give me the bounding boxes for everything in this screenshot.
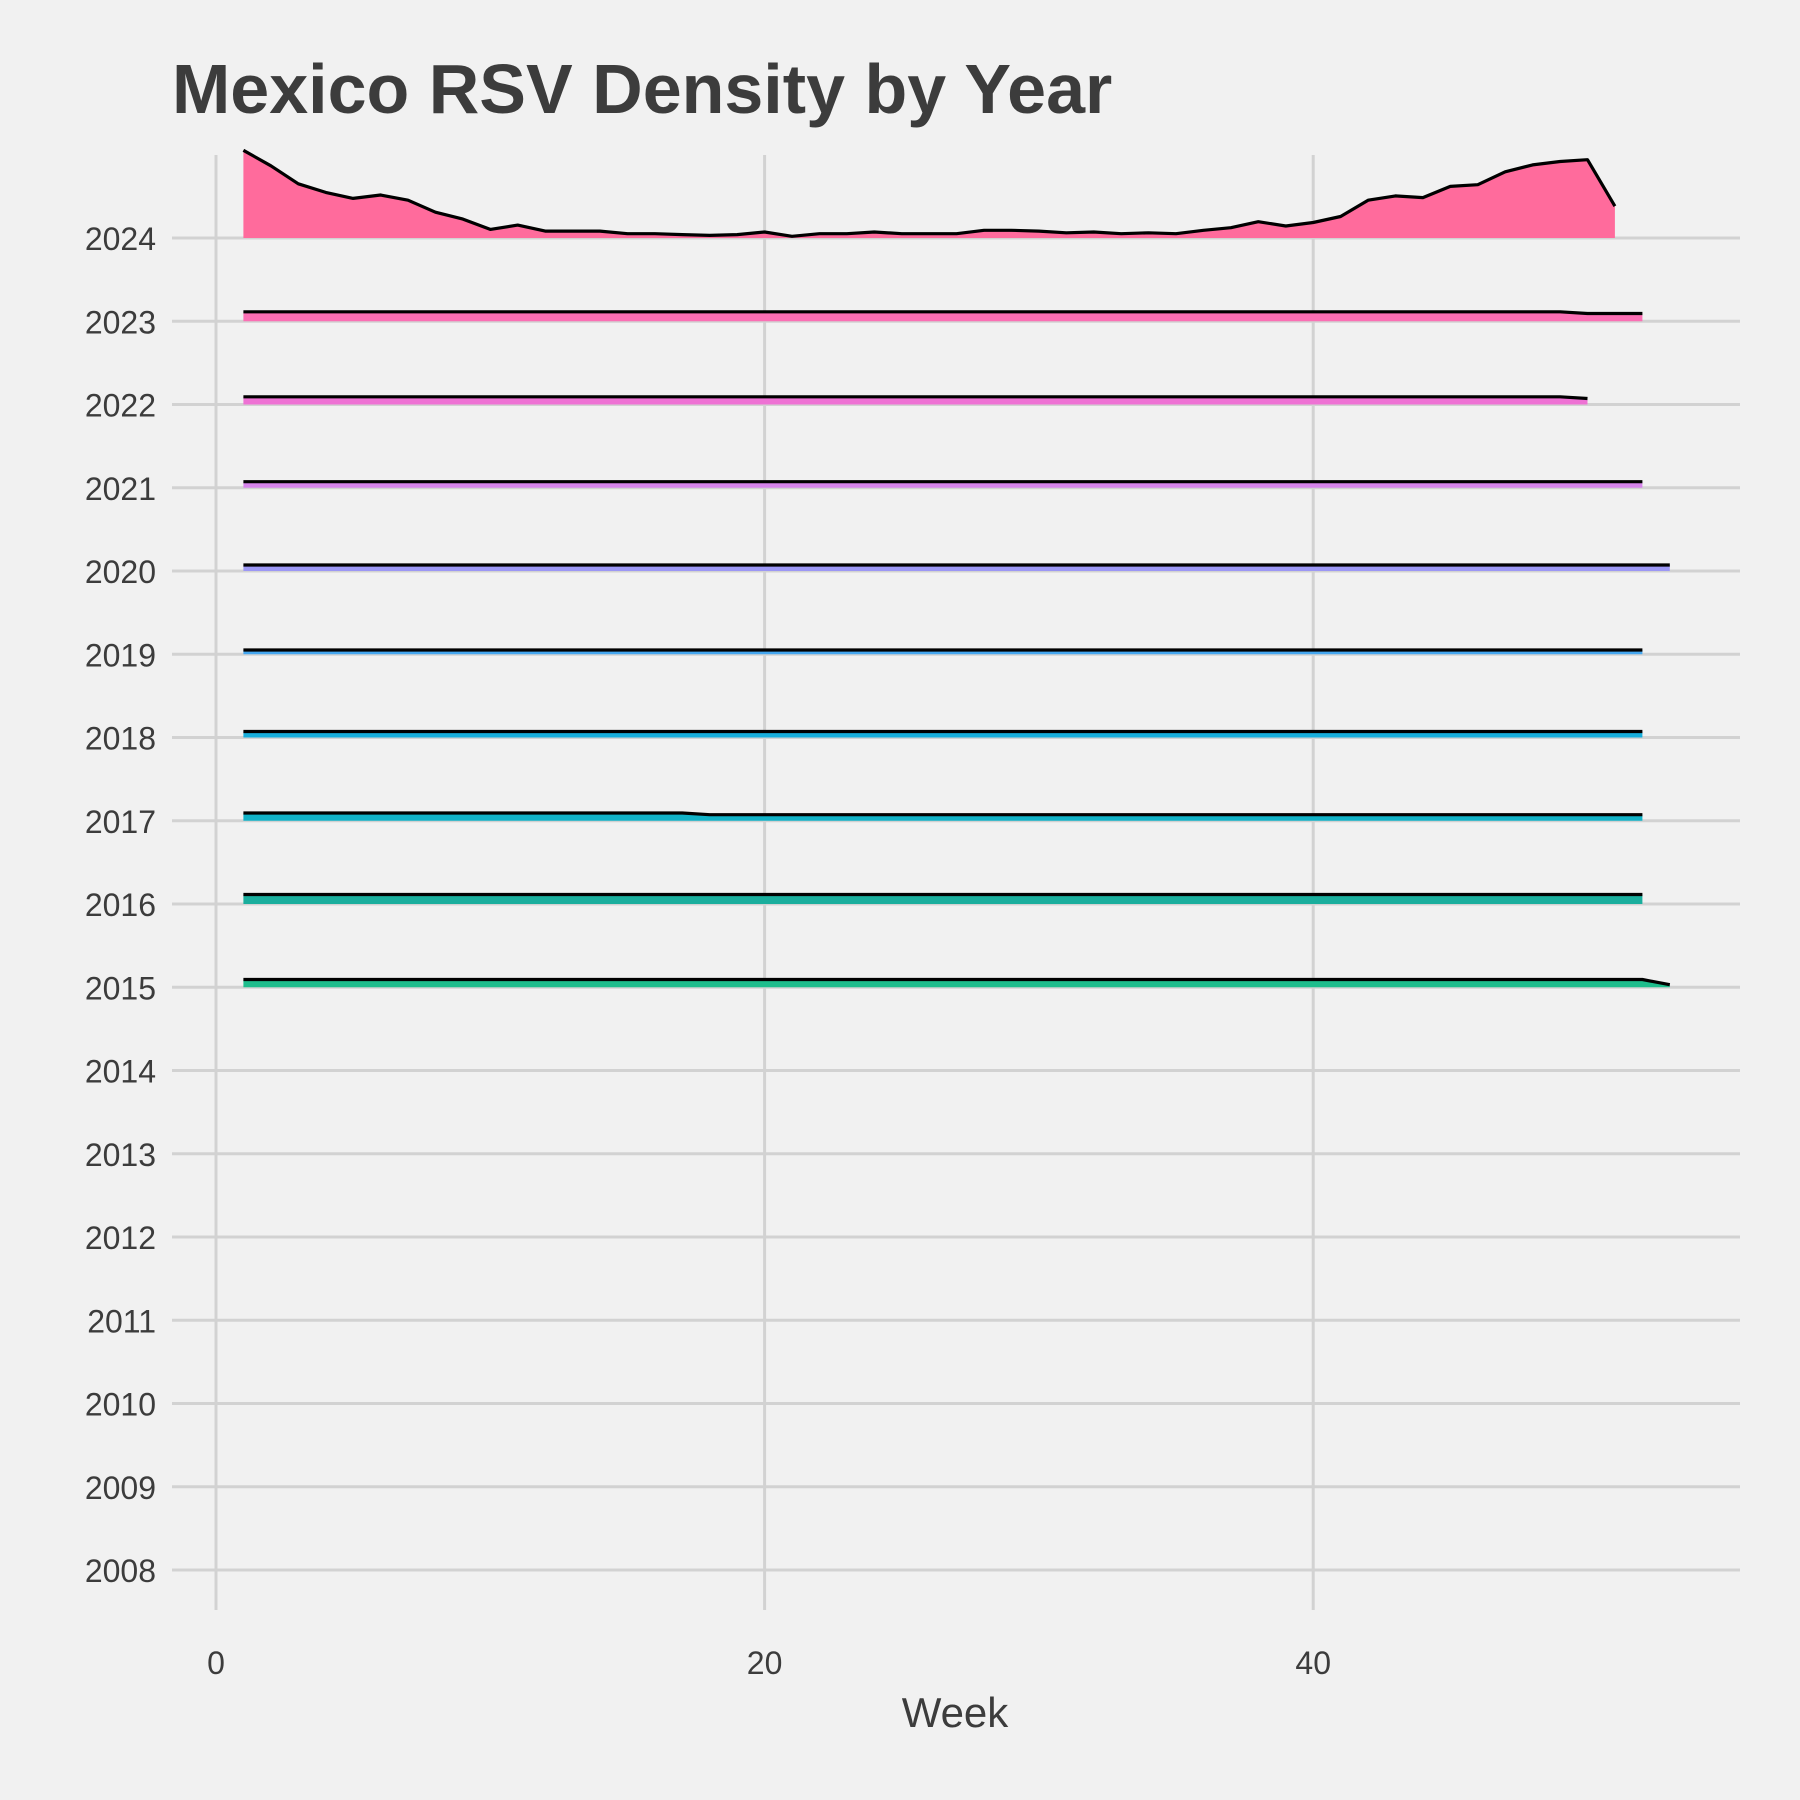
- ridge-line-2017: [243, 811, 1643, 817]
- ridge-area-2016: [243, 894, 1643, 904]
- ridge-line-2022: [243, 395, 1588, 401]
- ridge-area-2022: [243, 396, 1588, 405]
- x-tick-label: 20: [747, 1645, 783, 1681]
- y-tick-label: 2011: [87, 1303, 156, 1339]
- y-tick-label: 2016: [85, 887, 156, 923]
- y-tick-label: 2009: [85, 1470, 156, 1506]
- y-tick-label: 2021: [85, 471, 156, 507]
- y-tick-label: 2008: [85, 1553, 156, 1589]
- ridge-series: [242, 148, 1671, 988]
- ridge-line-2024: [242, 148, 1617, 238]
- ridge-line-2023: [243, 310, 1643, 316]
- y-tick-label: 2019: [85, 637, 156, 673]
- y-tick-label: 2012: [85, 1220, 156, 1256]
- x-tick-label: 40: [1295, 1645, 1331, 1681]
- ridge-area-2023: [243, 311, 1643, 322]
- y-tick-label: 2013: [85, 1137, 156, 1173]
- y-tick-label: 2023: [85, 304, 156, 340]
- x-axis-label: Week: [902, 1689, 1010, 1736]
- y-tick-label: 2014: [85, 1054, 156, 1090]
- ridge-area-2015: [243, 979, 1670, 988]
- ridge-area-2024: [243, 150, 1615, 238]
- x-axis-tick-labels: 0 20 40: [207, 1645, 1331, 1681]
- chart-title: Mexico RSV Density by Year: [172, 50, 1112, 128]
- y-tick-label: 2010: [85, 1387, 156, 1423]
- grid-lines: [172, 155, 1740, 1610]
- y-tick-label: 2017: [85, 804, 156, 840]
- y-tick-label: 2022: [85, 388, 156, 424]
- y-tick-label: 2024: [85, 221, 156, 257]
- y-axis-tick-labels: 2008 2009 2010 2011 2012 2013 2014 2015 2016 2017…: [85, 221, 156, 1589]
- y-tick-label: 2015: [85, 970, 156, 1006]
- y-tick-label: 2020: [85, 554, 156, 590]
- ridge-line-2015: [243, 977, 1671, 987]
- y-tick-label: 2018: [85, 721, 156, 757]
- x-tick-label: 0: [207, 1645, 225, 1681]
